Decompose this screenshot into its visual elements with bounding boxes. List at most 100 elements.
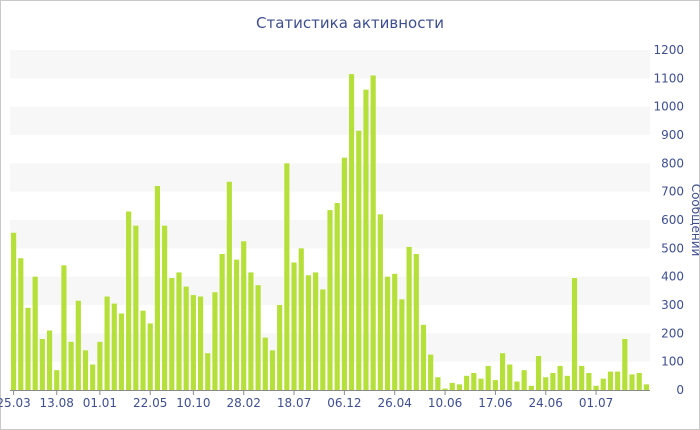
bar: [420, 324, 427, 390]
bar: [600, 378, 606, 390]
bar: [528, 385, 534, 390]
bar: [248, 272, 254, 390]
bar: [543, 377, 549, 390]
bar: [399, 299, 405, 390]
bar: [571, 278, 578, 390]
bar: [442, 388, 448, 390]
bar: [435, 377, 441, 390]
bar: [284, 163, 290, 390]
bar: [226, 181, 232, 390]
bar: [377, 214, 383, 390]
bar: [334, 203, 340, 390]
bar: [384, 276, 391, 390]
grid-band: [10, 163, 650, 192]
bar: [39, 339, 45, 390]
y-tick-label: 700: [661, 185, 684, 199]
grid-band: [10, 50, 650, 79]
bar: [492, 380, 498, 390]
bar: [219, 254, 225, 390]
bar: [147, 323, 153, 390]
grid-band: [10, 106, 650, 135]
bar: [11, 232, 17, 390]
bar: [205, 353, 211, 390]
bar: [348, 74, 355, 390]
bar: [535, 356, 542, 390]
y-tick-label: 600: [661, 213, 684, 227]
x-tick-label: 25.03: [0, 396, 31, 410]
bar: [90, 364, 96, 390]
bar: [277, 305, 283, 390]
bar: [133, 225, 139, 390]
bar: [327, 210, 333, 390]
bar: [629, 374, 635, 390]
bar: [550, 373, 556, 390]
bar: [298, 248, 304, 390]
bar: [392, 273, 398, 390]
bar: [82, 350, 89, 390]
bar: [233, 259, 240, 390]
x-tick-label: 26.04: [378, 396, 412, 410]
x-tick-label: 28.02: [227, 396, 261, 410]
bar: [241, 241, 247, 390]
bar: [341, 157, 347, 390]
bar: [593, 385, 599, 390]
y-tick-label: 1200: [653, 43, 684, 57]
x-tick-label: 24.06: [529, 396, 563, 410]
bar: [169, 278, 175, 390]
bar: [61, 265, 67, 390]
bar: [586, 373, 592, 390]
y-tick-label: 1100: [653, 71, 684, 85]
x-tick-label: 10.10: [176, 396, 210, 410]
bar: [262, 337, 268, 390]
bar: [176, 272, 182, 390]
bar: [118, 313, 125, 390]
bar: [485, 365, 491, 390]
bar: [212, 292, 218, 390]
y-tick-label: 500: [661, 241, 684, 255]
bar: [500, 353, 506, 390]
x-tick-label: 01.01: [83, 396, 117, 410]
bar: [32, 276, 38, 390]
y-axis-title: Сообщений: [689, 184, 700, 257]
bar: [25, 307, 31, 390]
bar: [478, 378, 484, 390]
bar: [269, 350, 276, 390]
y-tick-label: 200: [661, 326, 684, 340]
y-tick-label: 1000: [653, 100, 684, 114]
bar: [615, 371, 621, 390]
bar: [162, 225, 168, 390]
x-tick-label: 01.07: [579, 396, 613, 410]
bar: [126, 211, 132, 390]
bar: [190, 295, 196, 390]
y-tick-label: 800: [661, 156, 684, 170]
bar: [111, 303, 117, 390]
y-tick-label: 400: [661, 270, 684, 284]
bar: [54, 370, 60, 390]
bar: [75, 300, 81, 390]
bar: [140, 310, 146, 390]
y-tick-label: 900: [661, 128, 684, 142]
bar: [557, 365, 563, 390]
x-tick-label: 13.08: [40, 396, 74, 410]
bar: [456, 384, 463, 390]
bar: [104, 296, 110, 390]
bar: [449, 382, 455, 390]
bar: [370, 75, 376, 390]
bar: [579, 365, 585, 390]
bar: [291, 262, 297, 390]
bar: [464, 375, 470, 390]
y-tick-label: 100: [661, 355, 684, 369]
bar: [406, 246, 412, 390]
x-tick-label: 06.12: [327, 396, 361, 410]
x-tick-label: 22.05: [133, 396, 167, 410]
bar: [356, 130, 362, 390]
bar: [320, 289, 326, 390]
bar: [507, 364, 513, 390]
chart-title: Статистика активности: [256, 14, 444, 32]
bar: [305, 275, 312, 390]
y-tick-label: 300: [661, 298, 684, 312]
bar: [471, 373, 477, 390]
x-tick-label: 18.07: [277, 396, 311, 410]
bar: [428, 354, 434, 390]
